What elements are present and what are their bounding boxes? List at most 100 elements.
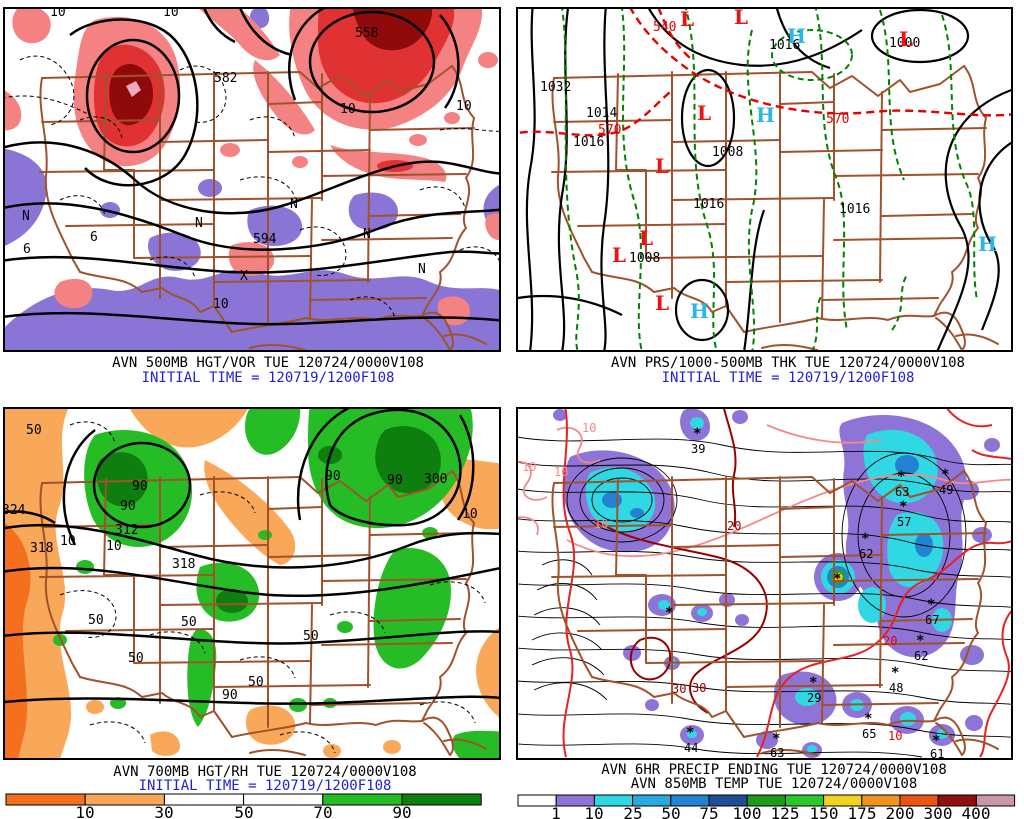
contour-label: 50 [181,615,197,630]
map-frame [3,7,501,352]
panel-caption: AVN PRS/1000-500MB THK TUE 120724/0000V1… [611,355,965,371]
low-marker: L [680,7,694,31]
precip-value: 44 [684,741,698,755]
colorbar-tick-label: 70 [313,803,332,819]
isobar-label: 1032 [540,80,571,95]
isobar-label: 1016 [839,202,870,217]
precip-marker: * [772,731,780,747]
isobar-label: 1014 [586,106,617,121]
map-frame [516,407,1013,760]
colorbar-segment [163,793,245,806]
isobar-label: 1016 [769,38,800,53]
precip-value: 61 [930,747,944,761]
temp-contours-red [562,408,1012,758]
precip-value: 63 [895,485,909,499]
temp-label: 30 [672,682,686,696]
temp-label: 10 [522,460,536,474]
contour-label: 318 [172,557,195,572]
low-marker: L [639,226,653,250]
temp-label: 20 [883,634,897,648]
temp-label: 10 [554,465,568,479]
precip-marker: * [864,711,872,727]
precip-marker: * [809,675,817,691]
vort-min-marker: N [195,216,203,231]
temp-contours-salmon [517,424,1012,558]
contour-label: 10 [462,507,478,522]
high-markers: H H H H [690,24,997,323]
height-contours [4,408,500,705]
precip-value: 57 [897,515,911,529]
low-marker: L [734,5,748,29]
colorbar-tick-label: 90 [392,803,411,819]
vort-max-marker: X [240,269,248,284]
colorbar-tick-label: 75 [699,804,718,819]
precip-marker: * [932,733,940,749]
contour-label: 10 [213,297,229,312]
colorbar-segment [5,793,86,806]
high-rh-shading [53,408,500,759]
temp-label: 10 [582,421,596,435]
contour-label: 318 [30,541,53,556]
contour-label: 324 [2,503,26,518]
rh-contours [59,421,486,754]
precip-marker: * [693,426,701,442]
colorbar-tick-label: 125 [771,804,800,819]
negative-vorticity-shading [4,8,500,351]
colorbar-segment [243,793,324,806]
precip-marker: * [833,571,841,587]
precip-colorbar: 1 10 25 50 75 100 125 150 175 200 300 40… [517,794,1016,819]
isobar-label: 1016 [693,197,724,212]
isobar-label: 1008 [629,251,660,266]
contour-label: 50 [88,613,104,628]
contour-label: 50 [26,423,42,438]
thickness-label: 570 [826,112,849,127]
contour-label: 10 [163,5,179,20]
precip-marker: * [861,531,869,547]
colorbar-segment [975,794,1016,807]
colorbar-tick-label: 200 [886,804,915,819]
contour-label: 10 [106,539,122,554]
map-frame [3,407,501,760]
precip-value: 63 [770,746,784,760]
low-markers: L L L L L L L L [612,5,913,315]
temp-label: 30 [692,681,706,695]
colorbar-tick-label: 25 [623,804,642,819]
vort-min-marker: N [290,197,298,212]
temp-label: 10 [888,729,902,743]
precip-value: 49 [939,483,953,497]
colorbar-tick-label: 100 [733,804,762,819]
precip-marker: * [897,469,905,485]
colorbar-tick-label: 400 [962,804,991,819]
precip-marker: * [927,597,935,613]
contour-label: 10 [456,99,472,114]
thickness-contours-red [517,8,1012,137]
panel-initial-time: INITIAL TIME = 120719/1200F108 [662,370,915,386]
panel-caption: AVN 700MB HGT/RH TUE 120724/0000V108 [113,764,416,780]
precip-value: 39 [691,442,705,456]
colorbar-segment [84,793,165,806]
colorbar-segment [401,793,482,806]
thickness-label: 540 [653,20,676,35]
precip-value: 65 [862,727,876,741]
colorbar-tick-label: 10 [584,804,603,819]
panel-initial-time: INITIAL TIME = 120719/1200F108 [142,370,395,386]
map-frame [516,7,1013,352]
panel-500mb-height-vorticity: 10 10 558 582 10 10 594 10 X N N N N N 6… [3,5,501,386]
high-marker: H [690,299,709,323]
colorbar-tick-label: 1 [551,804,561,819]
precip-value: 67 [925,613,939,627]
panel-precip-850temp: 10 10 10 10 20 10 20 30 30 * 39 * 63 * 4… [516,407,1016,819]
vorticity-contours [4,55,500,319]
low-marker: L [697,101,711,125]
precip-value: 62 [914,649,928,663]
low-marker: L [655,154,669,178]
colorbar-tick-label: 300 [924,804,953,819]
contour-label: 558 [355,26,378,41]
panel-caption: AVN 850MB TEMP TUE 120724/0000V108 [631,776,918,792]
isobar-label: 1016 [573,135,604,150]
isobar-label: 1008 [712,145,743,160]
contour-label: 6 [90,230,98,245]
panel-initial-time: INITIAL TIME = 120719/1200F108 [139,778,392,794]
precip-shading [553,408,1000,758]
contour-label: 90 [222,688,238,703]
